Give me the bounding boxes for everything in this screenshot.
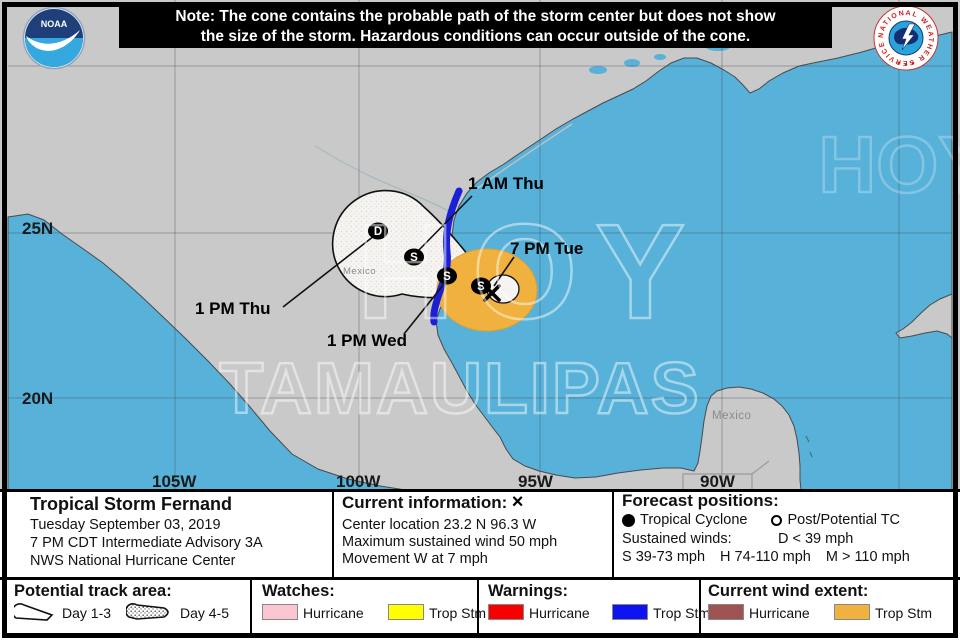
cone-disclaimer-note: Note: The cone contains the probable pat… bbox=[119, 4, 832, 48]
marker-s2: S bbox=[443, 271, 451, 283]
wind-extent-title: Current wind extent: bbox=[708, 582, 869, 600]
watch-hurricane-swatch bbox=[262, 604, 298, 620]
forecast-position-markers: S S S D bbox=[368, 222, 491, 295]
legend-divider-2 bbox=[477, 577, 479, 638]
day13-cone-icon bbox=[14, 603, 54, 621]
label-pointer-lines bbox=[282, 195, 515, 335]
note-line-2: the size of the storm. Hazardous conditi… bbox=[200, 28, 751, 45]
lat-label-25n: 25N bbox=[22, 219, 54, 238]
time-label-1am-thu: 1 AM Thu bbox=[468, 174, 544, 193]
watermark-line2: TAMAULIPAS bbox=[219, 349, 700, 429]
wind-category-d: D < 39 mph bbox=[778, 531, 854, 547]
lon-label-100w: 100W bbox=[336, 472, 381, 491]
watermark: HOY TAMAULIPAS HOY bbox=[218, 119, 960, 431]
track-area-title: Potential track area: bbox=[14, 582, 172, 600]
current-position-x-marker bbox=[483, 284, 501, 302]
tropical-cyclone-label: Tropical Cyclone bbox=[640, 512, 748, 528]
extent-hurricane-swatch bbox=[708, 604, 744, 620]
extent-tropstm-swatch bbox=[834, 604, 870, 620]
sustained-winds-label: Sustained winds: bbox=[622, 531, 732, 547]
current-info-title: Current information: bbox=[342, 493, 508, 512]
watermark-partial: HOY bbox=[818, 120, 960, 209]
warning-tropstm-swatch bbox=[612, 604, 648, 620]
marker-d: D bbox=[374, 226, 382, 238]
advisory-date: Tuesday September 03, 2019 bbox=[30, 517, 221, 533]
cuba-land bbox=[895, 293, 953, 340]
day45-cone-icon bbox=[126, 602, 169, 620]
advisory-id: 7 PM CDT Intermediate Advisory 3A bbox=[30, 535, 263, 551]
watch-tropstm-label: Trop Stm bbox=[429, 605, 487, 621]
rio-grande-river bbox=[314, 145, 455, 215]
marker-s3: S bbox=[410, 252, 418, 264]
warning-tropstm-label: Trop Stm bbox=[653, 605, 711, 621]
tropical-cyclone-dot-icon bbox=[622, 513, 635, 527]
noaa-logo-text: NOAA bbox=[41, 19, 68, 29]
day13-label: Day 1-3 bbox=[62, 605, 112, 621]
current-position-symbol: × bbox=[511, 491, 524, 513]
day45-label: Day 4-5 bbox=[180, 605, 230, 621]
barrier-island-line bbox=[477, 123, 573, 189]
pacific-ocean-sea bbox=[7, 213, 409, 490]
post-potential-label: Post/Potential TC bbox=[787, 512, 901, 528]
graticule bbox=[8, 0, 952, 490]
movement: Movement W at 7 mph bbox=[342, 551, 488, 567]
wind-category-h: H 74-110 mph bbox=[720, 549, 811, 565]
watch-tropstm-swatch bbox=[388, 604, 424, 620]
watches-title: Watches: bbox=[262, 582, 335, 600]
time-label-7pm-tue: 7 PM Tue bbox=[510, 239, 584, 258]
info-panel bbox=[0, 489, 960, 580]
map: S S S D HOY TAMAULIPAS HOY bbox=[0, 0, 960, 490]
nws-logo-icon: NATIONAL WEATHER SERVICE bbox=[873, 5, 939, 71]
marker-s1: S bbox=[477, 281, 485, 293]
country-border-lines bbox=[682, 460, 770, 490]
caribbean-cays bbox=[805, 435, 813, 458]
storm-title: Tropical Storm Fernand bbox=[30, 494, 233, 514]
extent-tropstm-label: Trop Stm bbox=[875, 605, 933, 621]
note-line-1: Note: The cone contains the probable pat… bbox=[175, 8, 776, 25]
forecast-positions-title: Forecast positions: bbox=[622, 491, 779, 510]
legend-divider-1 bbox=[250, 577, 252, 638]
legend-divider-3 bbox=[699, 577, 701, 638]
warnings-title: Warnings: bbox=[488, 582, 569, 600]
lon-label-90w: 90W bbox=[700, 472, 735, 491]
extent-hurricane-label: Hurricane bbox=[749, 605, 810, 621]
watch-hurricane-label: Hurricane bbox=[303, 605, 364, 621]
lat-label-20n: 20N bbox=[22, 389, 54, 408]
time-label-1pm-thu: 1 PM Thu bbox=[195, 299, 271, 318]
lon-label-95w: 95W bbox=[518, 472, 553, 491]
warning-hurricane-swatch bbox=[488, 604, 524, 620]
gulf-of-mexico-sea bbox=[435, 31, 953, 490]
watermark-line1: HOY bbox=[357, 196, 704, 347]
agency-name: NWS National Hurricane Center bbox=[30, 553, 236, 569]
max-sustained-wind: Maximum sustained wind 50 mph bbox=[342, 534, 558, 550]
info-divider-2 bbox=[612, 489, 614, 577]
country-label-mexico-1: Mexico bbox=[343, 266, 377, 277]
noaa-logo-icon: NOAA bbox=[22, 6, 86, 70]
lon-label-105w: 105W bbox=[152, 472, 197, 491]
center-location: Center location 23.2 N 96.3 W bbox=[342, 517, 537, 533]
info-divider-1 bbox=[332, 489, 334, 577]
country-label-mexico-2: Mexico bbox=[712, 410, 752, 422]
post-potential-ring-icon bbox=[771, 514, 783, 526]
wind-category-m: M > 110 mph bbox=[825, 549, 910, 565]
warning-hurricane-label: Hurricane bbox=[529, 605, 590, 621]
wind-category-s: S 39-73 mph bbox=[622, 549, 706, 565]
time-label-1pm-wed: 1 PM Wed bbox=[327, 331, 407, 350]
